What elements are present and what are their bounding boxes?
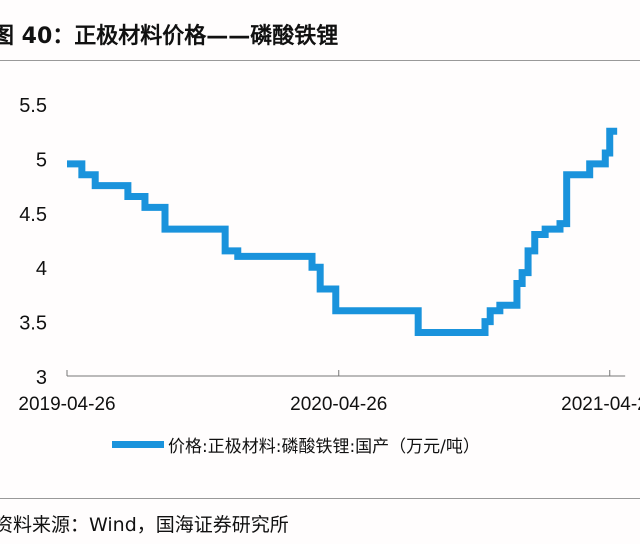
y-tick-label: 5 <box>36 149 47 171</box>
legend-swatch <box>112 441 164 448</box>
y-tick-label: 3 <box>36 367 47 389</box>
legend-label: 价格:正极材料:磷酸铁锂:国产（万元/吨） <box>168 437 480 457</box>
x-tick-label: 2019-04-26 <box>18 394 115 415</box>
source-divider <box>0 498 640 499</box>
title-divider <box>0 60 640 61</box>
source-note: 资料来源：Wind，国海证券研究所 <box>0 514 289 536</box>
y-tick-label: 3.5 <box>19 313 47 335</box>
chart: 3 3.5 4 4.5 5 5.5 2019-04-26 2020-04-26 2021-04-… <box>18 95 640 415</box>
chart-title: 图 40：正极材料价格——磷酸铁锂 <box>0 24 339 49</box>
series-line <box>67 127 618 336</box>
x-tick-label: 2020-04-26 <box>290 394 387 415</box>
y-tick-label: 4.5 <box>19 204 47 226</box>
y-tick-label: 4 <box>36 258 47 280</box>
x-tick-label: 2021-04-26 <box>561 394 640 415</box>
y-tick-label: 5.5 <box>19 95 47 117</box>
legend: 价格:正极材料:磷酸铁锂:国产（万元/吨） <box>112 432 480 457</box>
